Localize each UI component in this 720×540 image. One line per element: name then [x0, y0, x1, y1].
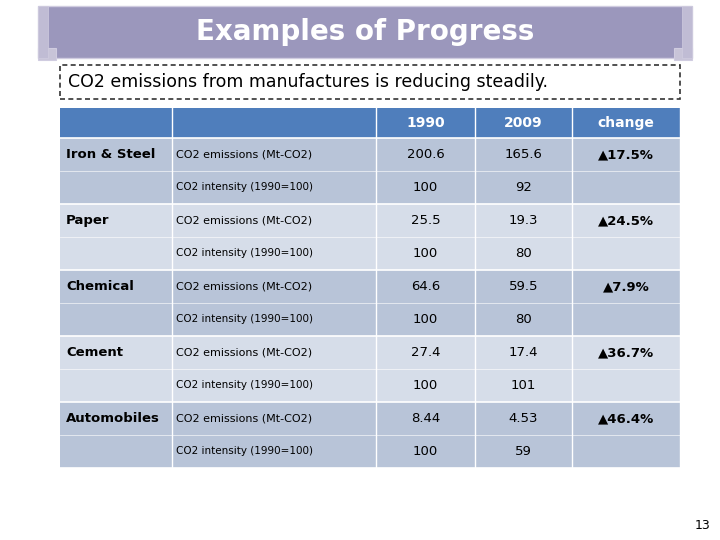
Text: Cement: Cement	[66, 346, 123, 359]
Text: Automobiles: Automobiles	[66, 412, 160, 425]
Text: ▲7.9%: ▲7.9%	[603, 280, 649, 293]
Bar	[38, 6, 692, 58]
Text: 59: 59	[515, 445, 532, 458]
Text: 19.3: 19.3	[509, 214, 539, 227]
Text: ▲36.7%: ▲36.7%	[598, 346, 654, 359]
Text: Chemical: Chemical	[66, 280, 134, 293]
Text: 27.4: 27.4	[410, 346, 440, 359]
Text: CO2 intensity (1990=100): CO2 intensity (1990=100)	[176, 248, 313, 259]
Text: 101: 101	[510, 379, 536, 392]
Text: Examples of Progress: Examples of Progress	[196, 18, 534, 46]
Text: CO2 intensity (1990=100): CO2 intensity (1990=100)	[176, 314, 313, 325]
Text: 8.44: 8.44	[411, 412, 440, 425]
Bar	[60, 108, 680, 138]
Text: change: change	[598, 116, 654, 130]
Text: 13: 13	[694, 519, 710, 532]
Text: 25.5: 25.5	[410, 214, 441, 227]
Text: 100: 100	[413, 313, 438, 326]
Text: 80: 80	[515, 313, 532, 326]
Text: 2009: 2009	[504, 116, 543, 130]
Text: 100: 100	[413, 181, 438, 194]
Bar	[674, 48, 692, 60]
Text: CO2 emissions from manufactures is reducing steadily.: CO2 emissions from manufactures is reduc…	[68, 73, 548, 91]
Text: 100: 100	[413, 379, 438, 392]
Text: 80: 80	[515, 247, 532, 260]
Text: CO2 intensity (1990=100): CO2 intensity (1990=100)	[176, 183, 313, 192]
Text: CO2 intensity (1990=100): CO2 intensity (1990=100)	[176, 381, 313, 390]
Text: 100: 100	[413, 247, 438, 260]
Bar	[38, 6, 48, 58]
Text: CO2 emissions (Mt-CO2): CO2 emissions (Mt-CO2)	[176, 215, 312, 226]
Text: Iron & Steel: Iron & Steel	[66, 148, 156, 161]
Text: CO2 emissions (Mt-CO2): CO2 emissions (Mt-CO2)	[176, 414, 312, 423]
Bar	[60, 336, 680, 402]
Bar	[60, 204, 680, 270]
Text: Paper: Paper	[66, 214, 109, 227]
Text: 92: 92	[515, 181, 532, 194]
Text: 59.5: 59.5	[509, 280, 539, 293]
Text: ▲46.4%: ▲46.4%	[598, 412, 654, 425]
Text: CO2 emissions (Mt-CO2): CO2 emissions (Mt-CO2)	[176, 150, 312, 159]
Bar	[60, 65, 680, 99]
Text: 100: 100	[413, 445, 438, 458]
Text: 200.6: 200.6	[407, 148, 444, 161]
Text: 4.53: 4.53	[509, 412, 539, 425]
Text: CO2 intensity (1990=100): CO2 intensity (1990=100)	[176, 447, 313, 456]
Text: CO2 emissions (Mt-CO2): CO2 emissions (Mt-CO2)	[176, 281, 312, 292]
Text: 64.6: 64.6	[411, 280, 440, 293]
Bar	[60, 270, 680, 336]
Bar	[60, 138, 680, 204]
Text: 165.6: 165.6	[505, 148, 542, 161]
Text: 17.4: 17.4	[509, 346, 539, 359]
Bar	[38, 48, 56, 60]
Text: CO2 emissions (Mt-CO2): CO2 emissions (Mt-CO2)	[176, 348, 312, 357]
Bar	[682, 6, 692, 58]
Text: 1990: 1990	[406, 116, 445, 130]
Bar	[60, 402, 680, 468]
Text: ▲24.5%: ▲24.5%	[598, 214, 654, 227]
Text: ▲17.5%: ▲17.5%	[598, 148, 654, 161]
